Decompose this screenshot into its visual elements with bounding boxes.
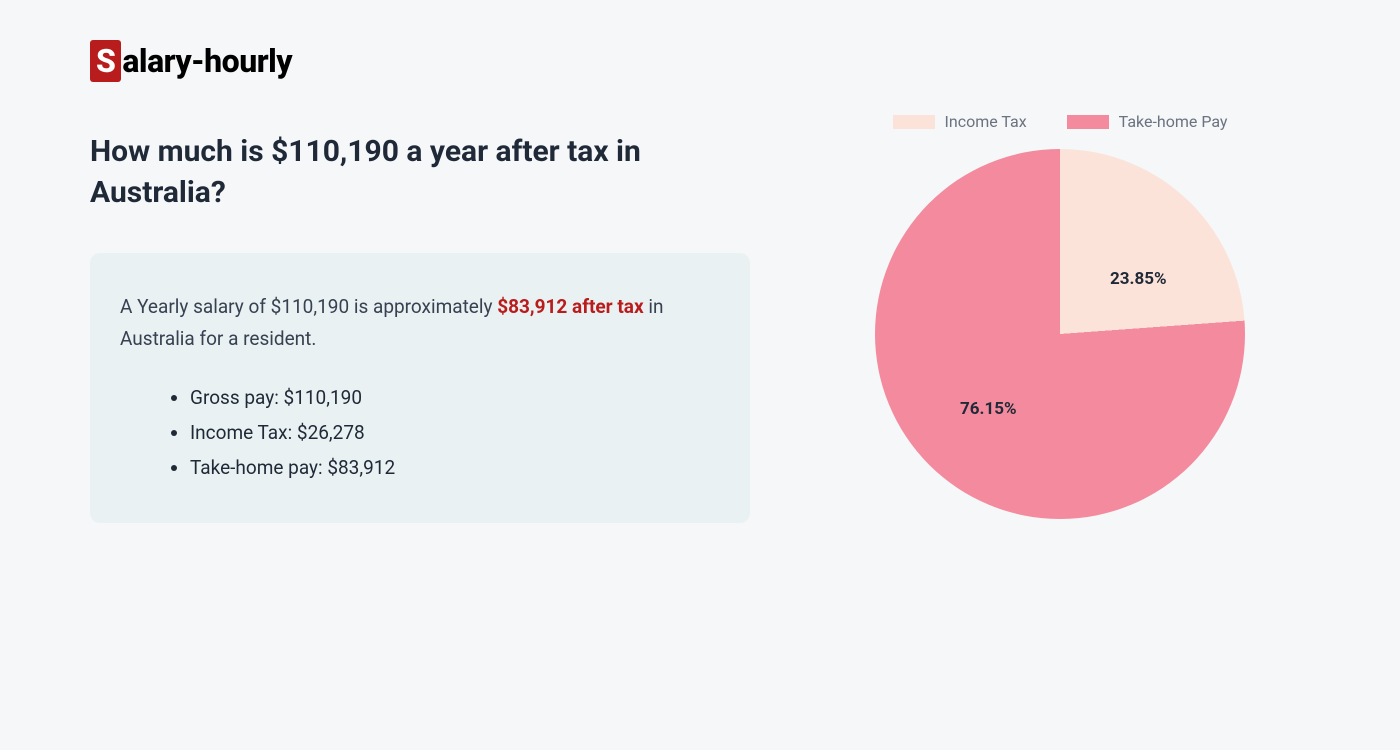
legend-swatch-takehome [1067,115,1109,129]
summary-highlight: $83,912 after tax [497,295,643,318]
bullet-take-home: Take-home pay: $83,912 [190,450,720,485]
chart-legend: Income Tax Take-home Pay [893,112,1228,131]
slice-label-takehome: 76.15% [960,399,1017,419]
slice-label-tax: 23.85% [1110,269,1167,289]
legend-label-takehome: Take-home Pay [1119,112,1228,131]
summary-bullets: Gross pay: $110,190 Income Tax: $26,278 … [120,380,720,485]
bullet-gross: Gross pay: $110,190 [190,380,720,415]
legend-item-takehome: Take-home Pay [1067,112,1228,131]
pie-chart: 23.85% 76.15% [875,149,1245,519]
left-column: How much is $110,190 a year after tax in… [90,132,750,523]
summary-prefix: A Yearly salary of $110,190 is approxima… [120,295,497,318]
page-title: How much is $110,190 a year after tax in… [90,132,750,213]
chart-column: Income Tax Take-home Pay 23.85% 76.15% [810,112,1310,523]
bullet-tax: Income Tax: $26,278 [190,415,720,450]
site-logo: Salary-hourly [90,40,1310,82]
summary-box: A Yearly salary of $110,190 is approxima… [90,253,750,523]
logo-text: alary-hourly [122,42,292,80]
main-content: How much is $110,190 a year after tax in… [90,132,1310,523]
logo-badge: S [90,40,121,82]
summary-text: A Yearly salary of $110,190 is approxima… [120,291,720,356]
pie-graphic [875,149,1245,519]
legend-swatch-tax [893,115,935,129]
legend-item-tax: Income Tax [893,112,1027,131]
legend-label-tax: Income Tax [945,112,1027,131]
